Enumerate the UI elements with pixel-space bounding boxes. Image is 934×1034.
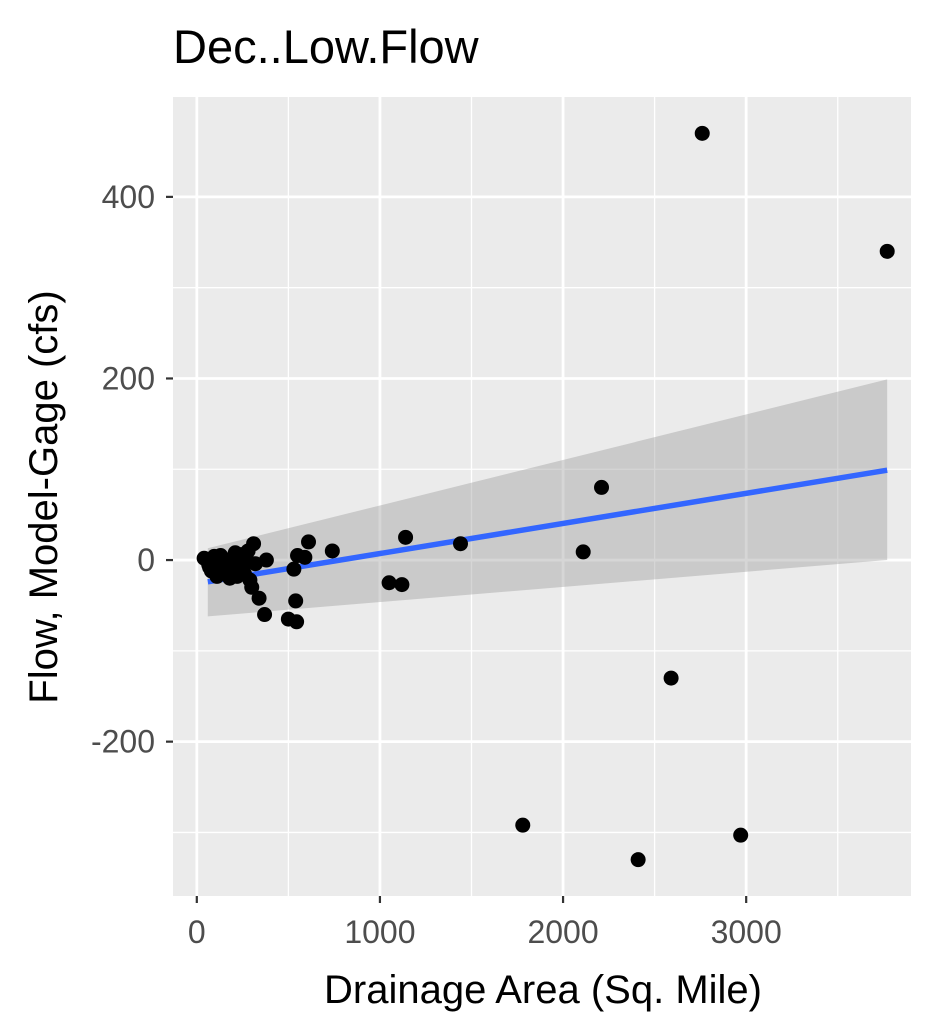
x-tick-label: 0 [188,914,206,950]
data-point [398,529,414,545]
data-point [630,852,646,868]
data-point [324,543,340,559]
data-point [301,534,317,550]
x-tick-label: 2000 [527,914,598,950]
axes: 0 1000 2000 3000 -200 0 200 400 [91,179,782,950]
data-point [453,536,469,552]
y-tick-label: -200 [91,724,155,760]
data-point [244,579,260,595]
data-point [286,561,302,577]
minor-gridlines [173,97,911,896]
data-point [394,577,410,593]
data-point [251,590,267,606]
data-points [196,125,895,868]
data-point [289,614,305,630]
regression-line [207,467,888,585]
data-point [246,536,262,552]
data-point [575,544,591,560]
x-tick-label: 3000 [711,914,782,950]
y-tick-label: 200 [102,360,155,396]
y-tick-label: 400 [102,179,155,215]
trend-layer [207,379,888,617]
data-point [257,607,273,623]
data-point [879,243,895,259]
data-point [288,593,304,609]
major-gridlines [173,97,911,896]
x-tick-label: 1000 [344,914,415,950]
data-point [515,817,531,833]
data-point [733,827,749,843]
data-point [297,549,313,565]
data-point [694,125,710,141]
chart-title: Dec..Low.Flow [173,20,480,73]
confidence-band [207,379,888,617]
data-point [258,552,274,568]
data-point [594,479,610,495]
plot-panel [173,97,911,896]
y-axis-title: Flow, Model-Gage (cfs) [22,290,66,703]
x-axis-title: Drainage Area (Sq. Mile) [324,968,762,1012]
data-point [663,670,679,686]
data-point [381,575,397,591]
y-tick-label: 0 [137,542,155,578]
